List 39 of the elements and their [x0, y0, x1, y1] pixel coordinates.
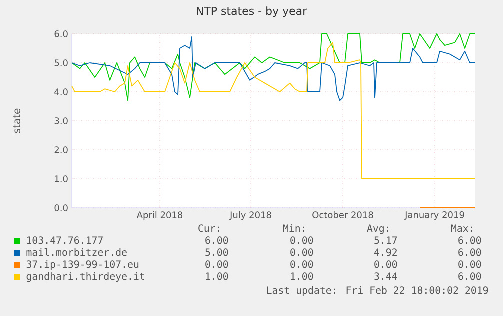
text: Last update: Fri Feb 22 18:00:02 2019 [267, 286, 488, 296]
y-tick-label: 3.0 [54, 118, 68, 124]
legend-label: mail.morbitzer.de [26, 248, 127, 256]
y-tick-label: 2.0 [54, 146, 68, 154]
text: 5.00 [206, 248, 228, 256]
text: 0.00 [374, 260, 398, 268]
y-tick-label: 4.0 [54, 88, 68, 96]
text: 6.00 [206, 236, 228, 244]
text: 4.92 [374, 248, 397, 256]
text: 0.00 [458, 260, 482, 268]
x-tick-label: October 2018 [312, 212, 374, 218]
line-series [72, 42, 476, 180]
text: 0.00 [290, 248, 314, 256]
text: 6.00 [458, 272, 482, 280]
x-tick-label: July 2018 [230, 212, 272, 220]
text: 1.00 [206, 272, 228, 280]
text: 0.00 [206, 260, 228, 268]
text: 6.00 [458, 236, 482, 244]
y-tick-label: 1.0 [55, 176, 68, 182]
text: 0.00 [290, 260, 314, 268]
legend-label: gandhari.thirdeye.it [26, 272, 144, 282]
text: 0.00 [290, 236, 314, 244]
text: Cur: [198, 224, 220, 232]
text: 6.00 [458, 248, 482, 256]
y-axis-title: state [13, 108, 20, 134]
y-tick-label: 6.0 [54, 30, 68, 38]
x-tick-label: April 2018 [136, 212, 183, 220]
text: 1.00 [291, 272, 314, 280]
y-tick-label: 0.0 [54, 204, 68, 212]
legend-label: 103.47.76.177 [27, 236, 103, 244]
chart-title: NTP states - by year [197, 6, 308, 18]
text: 3.44 [374, 272, 398, 280]
text: Min: [283, 224, 304, 232]
text: Max: [451, 224, 472, 232]
legend-label: 37.ip-139-99-107.eu [26, 260, 139, 270]
x-tick-label: January 2019 [404, 212, 464, 220]
text: Avg: [367, 224, 388, 234]
text: 5.17 [374, 236, 398, 244]
y-tick-label: 5.0 [54, 60, 68, 66]
